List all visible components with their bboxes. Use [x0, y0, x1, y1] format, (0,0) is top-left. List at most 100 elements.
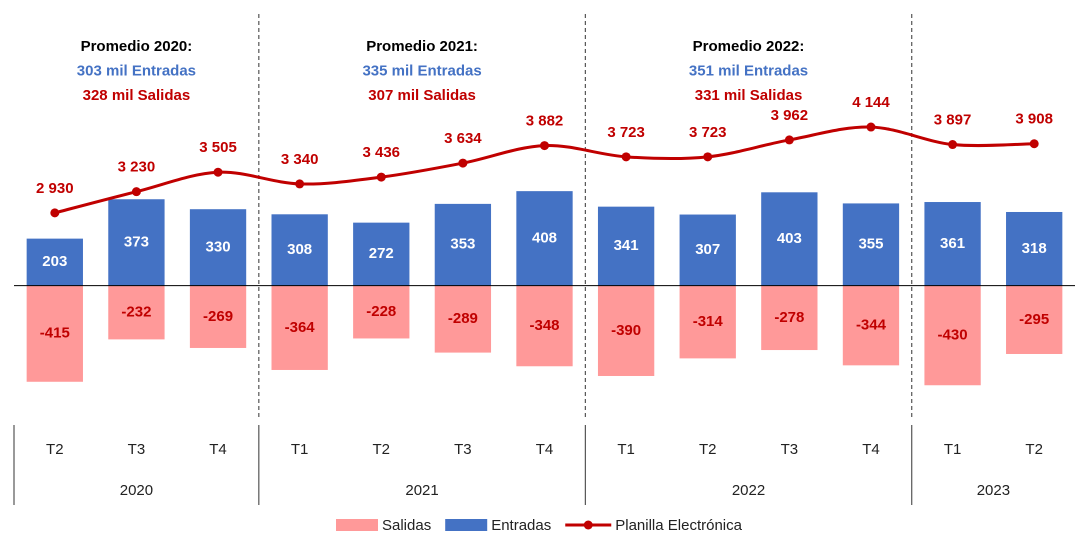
bar	[108, 285, 165, 340]
bar	[26, 238, 83, 286]
x-tick-label: T1	[944, 441, 962, 458]
x-tick-label: T3	[454, 441, 472, 458]
line-value-label: 3 634	[444, 130, 482, 147]
annotation: Promedio 2021:	[366, 38, 478, 55]
line-value-label: 3 897	[934, 111, 972, 128]
bar-value-label: -269	[203, 308, 233, 325]
bar	[924, 285, 981, 386]
line-marker	[540, 141, 549, 151]
bar	[1006, 211, 1063, 286]
line-value-label: 3 723	[689, 124, 727, 141]
line-value-label: 3 962	[771, 107, 809, 124]
bar	[26, 285, 83, 382]
line-marker	[458, 158, 468, 168]
bar-value-label: -314	[693, 313, 724, 330]
bar	[189, 209, 247, 286]
bar-value-label: -415	[40, 325, 70, 342]
bar	[353, 222, 410, 286]
x-tick-label: T1	[617, 441, 635, 458]
bar-value-label: 341	[614, 237, 639, 254]
x-group-label: 2020	[120, 482, 153, 499]
bar-value-label: 307	[695, 241, 720, 258]
x-tick-label: T1	[291, 441, 309, 458]
bar-value-label: -289	[448, 310, 478, 327]
x-tick-label: T4	[536, 441, 554, 458]
bar-value-label: 403	[777, 230, 802, 247]
x-tick-label: T4	[862, 441, 880, 458]
bar	[761, 285, 818, 351]
x-tick-label: T2	[373, 441, 391, 458]
bar	[842, 203, 900, 286]
annotation: Promedio 2020:	[81, 38, 193, 55]
bar-value-label: 353	[450, 236, 475, 253]
x-tick-label: T2	[699, 441, 717, 458]
bar	[597, 206, 655, 286]
x-tick-label: T2	[1025, 441, 1043, 458]
legend-label: Entradas	[491, 517, 551, 534]
bar-value-label: -228	[366, 303, 396, 320]
bar	[271, 214, 328, 286]
annotation: 307 mil Salidas	[368, 87, 476, 104]
bar-value-label: -390	[611, 322, 641, 339]
bar	[189, 285, 247, 348]
annotation: 328 mil Salidas	[83, 87, 191, 104]
legend-swatch	[445, 519, 488, 531]
x-group-label: 2023	[977, 482, 1010, 499]
bar-value-label: 373	[124, 233, 149, 250]
legend-label: Salidas	[382, 517, 431, 534]
bar-value-label: -344	[856, 316, 887, 333]
annotation: 351 mil Entradas	[689, 62, 808, 79]
legend-swatch	[336, 519, 378, 531]
bar-value-label: -295	[1019, 311, 1049, 328]
bar-value-label: -232	[121, 303, 151, 320]
bar	[108, 199, 165, 286]
bar	[924, 202, 981, 286]
bar	[842, 285, 900, 366]
bar-value-label: 330	[206, 238, 231, 255]
annotation: 331 mil Salidas	[695, 87, 803, 104]
bar-value-label: -348	[529, 317, 559, 334]
line-marker	[131, 187, 141, 197]
bar	[516, 191, 573, 286]
line-value-label: 3 230	[118, 159, 156, 176]
bar-value-label: 203	[42, 253, 67, 270]
bar-value-label: 308	[287, 241, 312, 258]
line-marker	[784, 135, 794, 145]
annotation: 303 mil Entradas	[77, 62, 196, 79]
bar-value-label: 408	[532, 229, 557, 246]
line-marker	[866, 122, 876, 132]
line-marker	[295, 179, 305, 189]
x-tick-label: T3	[781, 441, 799, 458]
line-value-label: 2 930	[36, 180, 74, 197]
bar-value-label: 361	[940, 235, 965, 252]
bar	[679, 214, 736, 286]
line-value-label: 4 144	[852, 94, 890, 111]
line-value-label: 3 436	[362, 144, 400, 161]
x-tick-label: T2	[46, 441, 64, 458]
line-value-label: 3 882	[526, 113, 564, 130]
bar	[353, 285, 410, 339]
bar	[761, 192, 818, 286]
line-value-label: 3 908	[1015, 111, 1053, 128]
line-marker	[376, 172, 386, 182]
bar	[434, 285, 492, 353]
bar-value-label: -364	[285, 319, 316, 336]
bar	[271, 285, 328, 370]
bar-value-label: 318	[1022, 240, 1047, 257]
annotation: 335 mil Entradas	[362, 62, 481, 79]
x-group-label: 2022	[732, 482, 765, 499]
x-group-label: 2021	[405, 482, 438, 499]
annotation: Promedio 2022:	[693, 38, 805, 55]
line-value-label: 3 723	[607, 124, 645, 141]
line-marker	[621, 152, 631, 162]
bar-value-label: 272	[369, 245, 394, 262]
x-tick-label: T3	[128, 441, 146, 458]
line-marker	[948, 140, 958, 150]
line-marker	[703, 152, 713, 162]
line-marker	[213, 167, 223, 177]
line-marker	[1029, 139, 1039, 149]
legend-label: Planilla Electrónica	[615, 517, 742, 534]
bar	[434, 203, 492, 286]
